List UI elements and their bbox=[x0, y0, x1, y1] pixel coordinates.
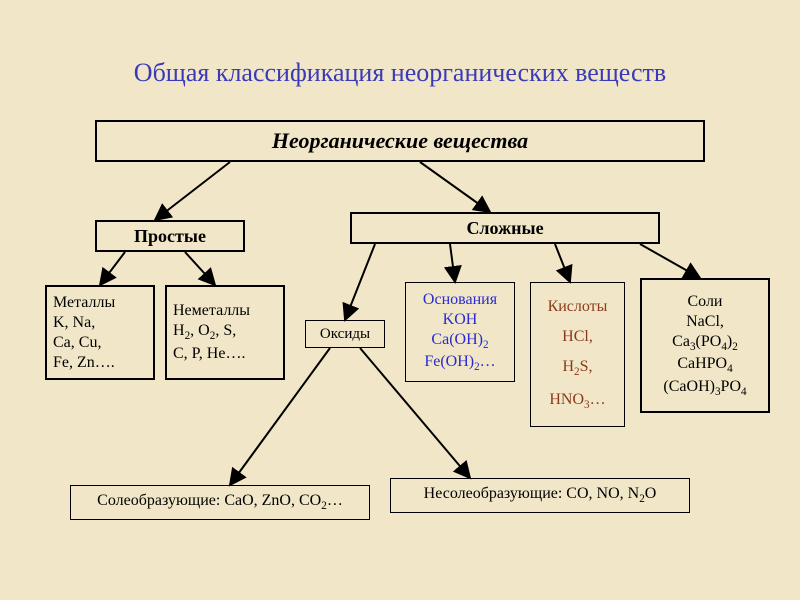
box-bases-line-2: Ca(OH)2 bbox=[431, 331, 488, 351]
box-salts-line-1: NaCl, bbox=[686, 313, 724, 331]
box-nonmetals: Неметаллы H2, O2, S, C, P, He…. bbox=[165, 285, 285, 380]
box-oxides-text: Оксиды bbox=[320, 326, 370, 343]
box-non_salt_forming-text: Несолеобразующие: CO, NO, N2O bbox=[424, 485, 657, 505]
box-acids-line-1: HCl, bbox=[562, 328, 593, 346]
box-nonmetals-line-1: H2, O2, S, bbox=[173, 322, 236, 342]
box-metals-line-1: K, Na, bbox=[53, 314, 95, 332]
box-acids-line-3: HNO3… bbox=[549, 391, 605, 411]
box-bases-line-3: Fe(OH)2… bbox=[424, 353, 495, 373]
box-salt_forming: Солеобразующие: CaO, ZnO, CO2… bbox=[70, 485, 370, 520]
box-oxides: Оксиды bbox=[305, 320, 385, 348]
box-acids: Кислоты HCl, H2S, HNO3… bbox=[530, 282, 625, 427]
box-metals: Металлы K, Na, Ca, Cu, Fe, Zn…. bbox=[45, 285, 155, 380]
connector-7 bbox=[640, 244, 700, 278]
box-nonmetals-line-2: C, P, He…. bbox=[173, 345, 245, 363]
connector-6 bbox=[555, 244, 570, 282]
box-salt_forming-text: Солеобразующие: CaO, ZnO, CO2… bbox=[97, 492, 343, 512]
box-salts-line-2: Ca3(PO4)2 bbox=[672, 333, 738, 353]
box-metals-line-0: Металлы bbox=[53, 294, 115, 312]
page-title: Общая классификация неорганических вещес… bbox=[0, 58, 800, 88]
box-nonmetals-line-0: Неметаллы bbox=[173, 302, 250, 320]
box-salts: Соли NaCl, Ca3(PO4)2CaHPO4 (CaOH)3PO4 bbox=[640, 278, 770, 413]
box-complex: Сложные bbox=[350, 212, 660, 244]
box-metals-line-3: Fe, Zn…. bbox=[53, 354, 115, 372]
box-acids-line-2: H2S, bbox=[562, 358, 592, 378]
box-complex-text: Сложные bbox=[466, 218, 543, 239]
box-simple: Простые bbox=[95, 220, 245, 252]
box-bases: Основания KOH Ca(OH)2Fe(OH)2… bbox=[405, 282, 515, 382]
box-non_salt_forming: Несолеобразующие: CO, NO, N2O bbox=[390, 478, 690, 513]
connector-5 bbox=[450, 244, 455, 282]
box-acids-line-0: Кислоты bbox=[548, 298, 608, 316]
connector-3 bbox=[185, 252, 215, 285]
connector-1 bbox=[420, 162, 490, 212]
box-metals-line-2: Ca, Cu, bbox=[53, 334, 101, 352]
box-salts-line-4: (CaOH)3PO4 bbox=[663, 378, 746, 398]
title-text: Общая классификация неорганических вещес… bbox=[134, 58, 666, 87]
box-bases-line-1: KOH bbox=[443, 311, 478, 329]
connector-4 bbox=[345, 244, 375, 320]
connector-2 bbox=[100, 252, 125, 285]
connector-0 bbox=[155, 162, 230, 220]
box-root: Неорганические вещества bbox=[95, 120, 705, 162]
box-root-text: Неорганические вещества bbox=[272, 128, 528, 154]
box-salts-line-3: CaHPO4 bbox=[677, 355, 732, 375]
box-salts-line-0: Соли bbox=[687, 293, 722, 311]
box-bases-line-0: Основания bbox=[423, 291, 497, 309]
box-simple-text: Простые bbox=[134, 226, 206, 247]
